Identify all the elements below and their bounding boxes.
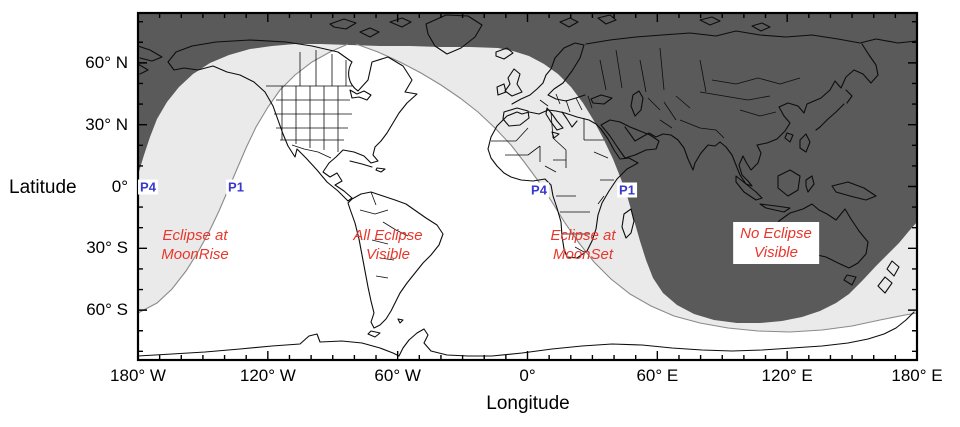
coast-indonesia [735, 169, 877, 213]
contact-label-p1-west: P1 [226, 179, 246, 195]
coast-asia-east-south [624, 43, 879, 187]
y-tick-label-2: 0° [111, 176, 128, 196]
coast-arabia [600, 119, 660, 159]
contact-curve-p4-east [355, 43, 917, 333]
x-tick-label-3: 0° [519, 366, 536, 385]
coast-chukotka [138, 45, 163, 75]
region-label-line: Eclipse at [550, 227, 616, 244]
coast-madagascar [621, 208, 635, 239]
x-tick-label-2: 60° W [374, 366, 421, 385]
coast-iberia [502, 107, 530, 127]
coast-new-zealand [877, 260, 900, 294]
region-label-eclipse-at-moonrise: Eclipse at MoonRise [161, 226, 229, 264]
border-eurasia [539, 47, 801, 139]
contact-label-p1-east: P1 [617, 182, 637, 198]
coast-asia-north [585, 30, 917, 45]
coast-antarctica [138, 311, 915, 357]
border-south-america [359, 191, 409, 279]
x-tick-label-1: 120° W [239, 366, 296, 385]
political-borders [266, 47, 801, 279]
y-tick-label-4: 60° S [86, 300, 128, 320]
region-label-line: MoonRise [161, 246, 229, 263]
border-canada-provinces [299, 50, 347, 86]
coastlines [138, 14, 917, 357]
region-label-all-eclipse-visible: All Eclipse Visible [353, 226, 422, 264]
contact-curve-p1-west [138, 43, 349, 314]
coast-great-lakes [349, 89, 372, 101]
x-tick-label-5: 120° E [761, 366, 813, 385]
region-label-line: Visible [754, 244, 798, 261]
coast-japan [815, 89, 853, 131]
coast-black-sea [590, 94, 613, 105]
y-tick-label-3: 30° S [86, 238, 128, 258]
region-eclipse-at-moonrise [138, 13, 348, 313]
y-tick-label-1: 30° N [85, 114, 128, 134]
region-label-line: All Eclipse [353, 227, 423, 244]
x-tick-label-6: 180° E [891, 366, 943, 385]
region-label-line: Visible [366, 246, 410, 263]
region-label-eclipse-at-moonset: Eclipse at MoonSet [550, 226, 615, 264]
coast-north-america [167, 39, 418, 202]
border-us-states [274, 86, 352, 152]
region-label-line: MoonSet [552, 246, 614, 263]
axis-ticks [137, 13, 918, 360]
coast-tierra-del-fuego [367, 318, 404, 338]
region-label-line: Eclipse at [162, 227, 228, 244]
border-africa [491, 111, 614, 253]
x-axis-title: Longitude [486, 393, 570, 414]
region-label-no-eclipse-visible: No Eclipse Visible [733, 222, 819, 264]
contact-label-p4-east: P4 [529, 182, 549, 198]
coast-south-america [347, 191, 444, 329]
coast-iceland [495, 47, 514, 60]
region-label-line: No Eclipse [740, 225, 812, 242]
x-tick-label-4: 60° E [636, 366, 679, 385]
coast-caspian-sea [630, 90, 644, 117]
y-axis-title: Latitude [9, 177, 77, 198]
y-tick-label-0: 60° N [85, 52, 128, 72]
coast-taiwan-philippines [784, 132, 811, 153]
coast-arctic-islands [329, 14, 771, 38]
coast-greenland [425, 14, 483, 55]
region-no-eclipse [138, 13, 917, 323]
x-tick-label-0: 180° W [110, 366, 166, 385]
coast-africa [487, 109, 639, 259]
contact-label-p4-west: P4 [138, 179, 158, 195]
coast-europe [511, 42, 586, 105]
coast-british-isles [496, 68, 523, 97]
coast-caribbean [349, 160, 386, 173]
